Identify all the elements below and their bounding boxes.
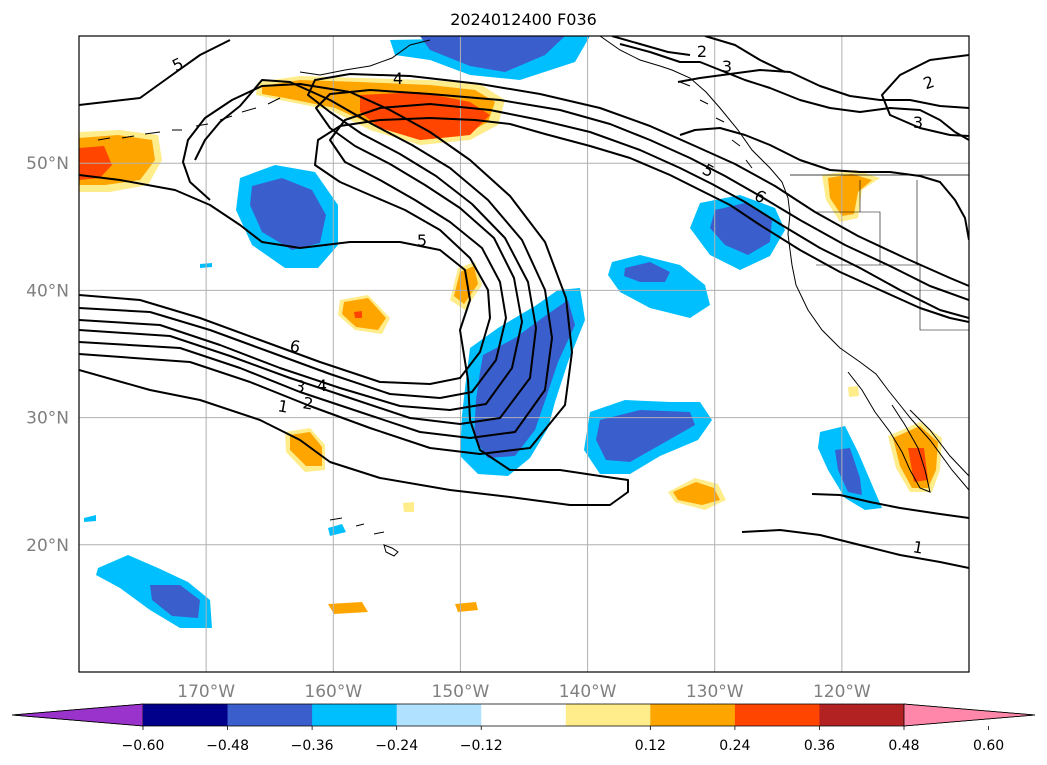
baja-california: [847, 371, 931, 493]
colorbar-segment: [650, 704, 736, 726]
lon-label: 150°W: [432, 682, 490, 702]
negative-anomaly-gulf-alaska: [390, 36, 590, 80]
positive-anomaly-west-edge: [79, 130, 162, 192]
contour-line: [79, 73, 969, 425]
colorbar: −0.60 −0.48 −0.36 −0.24 −0.12 0.12 0.24 0.36 0.4…: [11, 703, 1036, 754]
contour-label: 4: [393, 69, 403, 88]
contour-label: 3: [293, 376, 306, 396]
north-american-coast: [599, 36, 969, 491]
map-title: 2024012400 F036: [450, 10, 597, 29]
positive-anomaly-162w-28n: [285, 428, 325, 472]
contour-label: 3: [913, 113, 923, 132]
negative-anomaly-oregon: [690, 195, 785, 270]
colorbar-segment: [481, 704, 567, 726]
positive-anomaly-119w-48n: [822, 170, 880, 222]
contour-label: 2: [921, 72, 937, 93]
colorbar-tick-label: −0.36: [291, 738, 334, 754]
contour-label: 2: [697, 42, 707, 61]
positive-anomaly-132w-24n: [668, 478, 726, 510]
contour-line: [79, 79, 553, 439]
graticule: [79, 36, 969, 672]
contour-line: [811, 493, 969, 519]
colorbar-tick-label: −0.24: [375, 738, 418, 754]
colorbar-tick-label: 0.24: [719, 738, 750, 754]
colorbar-extend-low: [11, 703, 144, 727]
hawaiian-islands: [329, 517, 399, 557]
contour-line: [881, 54, 969, 137]
colorbar-segment: [734, 704, 820, 726]
colorbar-segment: [312, 704, 398, 726]
contour-label: 2: [301, 393, 314, 413]
colorbar-tick-label: −0.12: [460, 738, 503, 754]
longitude-labels: 170°W 160°W 150°W 140°W 130°W 120°W: [177, 682, 871, 702]
colorbar-segment: [565, 704, 651, 726]
lon-label: 160°W: [304, 682, 362, 702]
colorbar-tick-label: 0.48: [888, 738, 919, 754]
colorbar-tick-label: 0.60: [973, 738, 1004, 754]
negative-anomaly-135w-30n: [584, 400, 712, 474]
contour-label: 1: [276, 396, 289, 416]
contour-line: [79, 117, 969, 385]
colorbar-segment: [396, 704, 482, 726]
contour-line: [79, 39, 231, 106]
lon-label: 120°W: [813, 682, 871, 702]
bc-islands: [679, 81, 753, 169]
positive-anomaly-mexico: [888, 422, 942, 492]
lat-label: 20°N: [26, 536, 69, 556]
lat-label: 40°N: [26, 281, 69, 301]
contour-line: [79, 83, 573, 455]
contour-line: [677, 69, 969, 109]
contour-label: 1: [911, 537, 924, 557]
negative-anomaly-175w-15n: [96, 555, 212, 628]
contour-line: [79, 103, 969, 399]
latitude-labels: 50°N 40°N 30°N 20°N: [26, 154, 69, 556]
geopotential-contours: [79, 36, 969, 569]
positive-anomaly-158w-38n: [338, 295, 390, 334]
colorbar-segment: [143, 704, 229, 726]
contour-label: 4: [317, 376, 327, 395]
colorbar-tick-label: −0.60: [122, 738, 165, 754]
lon-label: 170°W: [177, 682, 235, 702]
coastlines: [97, 36, 969, 557]
lon-label: 130°W: [686, 682, 744, 702]
contour-line: [611, 36, 691, 56]
contour-label: 6: [288, 336, 301, 356]
colorbar-tick-label: −0.48: [206, 738, 249, 754]
contour-line: [704, 36, 786, 73]
alaska-peninsula-coast: [299, 39, 431, 76]
colorbar-segment: [227, 704, 313, 726]
colorbar-extend-high: [903, 703, 1036, 727]
negative-anomaly-165w: [236, 165, 338, 268]
positive-anomaly-155w-55n: [256, 76, 505, 145]
contour-label: 5: [169, 54, 186, 76]
sea-of-cortez-east: [909, 409, 969, 477]
contour-line: [679, 127, 969, 241]
lat-label: 30°N: [26, 409, 69, 429]
lon-label: 140°W: [559, 682, 617, 702]
lat-label: 50°N: [26, 154, 69, 174]
state-borders: [816, 180, 969, 331]
contour-line: [619, 43, 969, 141]
colorbar-tick-label: 0.12: [635, 738, 666, 754]
negative-anomaly-138w: [608, 255, 710, 318]
contour-label: 5: [417, 231, 427, 250]
colorbar-tick-label: 0.36: [804, 738, 835, 754]
colorbar-segment: [819, 704, 905, 726]
contour-line: [79, 89, 969, 411]
map-frame: [78, 35, 970, 673]
contour-line: [741, 529, 969, 569]
contour-line: [79, 174, 629, 506]
contour-label: 3: [722, 57, 732, 76]
